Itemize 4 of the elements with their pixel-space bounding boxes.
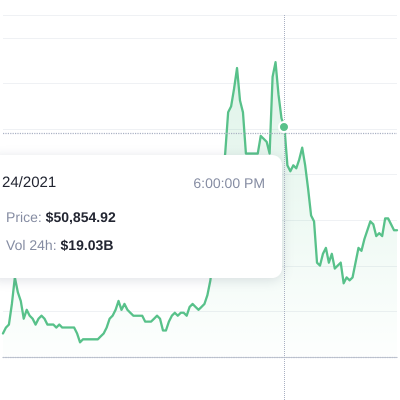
annotation: Vol 24h: $19.03B [6, 237, 114, 253]
annotation: 24/2021 [2, 174, 56, 191]
annotation: 6:00:00 PM [193, 175, 265, 191]
annotation: Price: $50,854.92 [6, 209, 116, 225]
